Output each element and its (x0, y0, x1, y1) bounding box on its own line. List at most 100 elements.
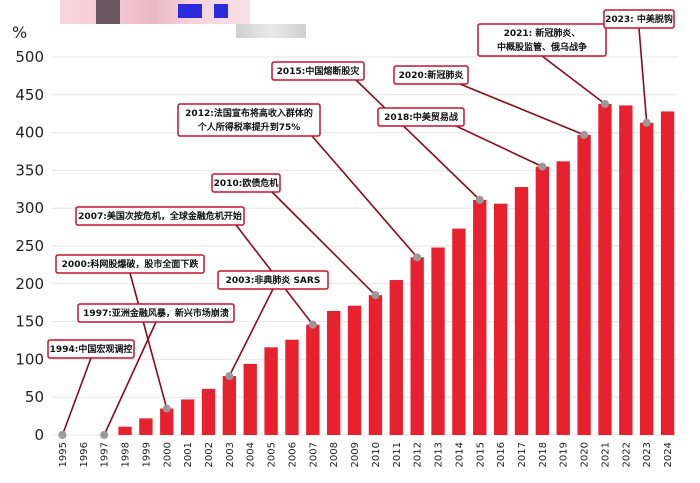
y-tick-label: 500 (15, 48, 44, 66)
annotation-leader (638, 27, 648, 123)
annotation-text: 1994:中国宏观调控 (50, 343, 133, 355)
annotation-callout: 2015:中国熔断股灾 (271, 61, 365, 81)
x-tick-label: 2022 (621, 442, 632, 467)
blurred-header-block (96, 0, 120, 24)
x-tick-label: 2020 (580, 442, 591, 467)
bar-2001 (180, 399, 195, 435)
x-tick-label: 2021 (600, 442, 611, 467)
annotation-leader (103, 321, 157, 436)
annotation-text: 1997:亚洲金融风暴，新兴市场崩溃 (83, 307, 229, 319)
annotation-marker (475, 195, 484, 204)
bar-2009 (347, 305, 362, 435)
bar-2016 (493, 203, 508, 435)
bar-2010 (368, 295, 383, 435)
bar-2021 (598, 103, 612, 435)
annotation-text: 2018:中美贸易战 (384, 111, 458, 123)
bar-2020 (577, 134, 591, 436)
y-tick-label: 200 (15, 275, 44, 293)
x-tick-label: 2011 (392, 442, 403, 467)
annotation-box (177, 103, 321, 137)
bar-2004 (243, 363, 257, 435)
annotation-marker (371, 291, 380, 300)
y-tick-label: 450 (15, 86, 44, 104)
annotation-box (47, 339, 135, 359)
annotation-text: 个人所得税率提升到75% (197, 121, 301, 133)
annotation-leader (228, 288, 274, 377)
bar-2006 (285, 339, 299, 435)
annotation-text: 2012:法国宣布将高收入群体的 (185, 107, 313, 119)
x-tick-label: 2019 (559, 442, 570, 467)
x-tick-label: 2014 (454, 442, 465, 467)
annotation-leader (61, 357, 92, 436)
annotation-text: 中概股监管、俄乌战争 (497, 41, 587, 53)
annotation-text: 2015:中国熔断股灾 (277, 65, 361, 77)
bar-2011 (389, 280, 403, 435)
bar-2023 (640, 122, 654, 435)
annotation-marker (413, 253, 422, 262)
blurred-header-block-blue (178, 4, 202, 18)
annotation-box (75, 206, 245, 226)
bar-2022 (619, 105, 633, 435)
x-tick-label: 2024 (663, 442, 674, 467)
annotation-leader (311, 135, 418, 258)
annotation-marker (162, 404, 171, 413)
bar-2015 (473, 199, 487, 435)
annotation-text: 2000:科网股爆破，股市全面下跌 (62, 258, 200, 270)
x-tick-label: 2010 (371, 442, 382, 467)
x-tick-label: 2018 (538, 442, 549, 467)
x-tick-label: 2013 (434, 442, 445, 467)
x-tick-label: 2008 (329, 442, 340, 467)
annotation-marker (225, 372, 234, 381)
annotation-callout: 2010:欧债危机 (211, 173, 281, 193)
annotation-marker (538, 162, 547, 171)
annotation-callout: 1997:亚洲金融风暴，新兴市场崩溃 (77, 303, 235, 323)
annotation-callout: 2020:新冠肺炎 (393, 65, 469, 85)
annotation-callout: 2000:科网股爆破，股市全面下跌 (55, 254, 205, 274)
annotation-box (271, 61, 365, 81)
grid-lines (52, 56, 678, 436)
annotation-callouts: 1994:中国宏观调控 1997:亚洲金融风暴，新兴市场崩溃 2000:科网股爆破，… (47, 9, 675, 359)
annotation-callout: 2021: 新冠肺炎、中概股监管、俄乌战争 (477, 23, 607, 57)
bar-2014 (452, 228, 466, 435)
x-tick-label: 2000 (162, 442, 173, 467)
x-axis-ticks: 1995 1996 1997 1998 1999 2000 2001 2002 2003 2004… (58, 442, 674, 467)
annotation-leader (355, 79, 481, 201)
annotation-box (77, 303, 235, 323)
annotation-text: 2007:美国次按危机，全球金融危机开始 (78, 210, 242, 222)
x-tick-label: 2004 (246, 442, 257, 467)
x-tick-label: 1995 (58, 442, 69, 467)
y-tick-label: 400 (15, 124, 44, 142)
blurred-header-gray (236, 24, 306, 38)
annotation-text: 2003:非典肺炎 SARS (226, 274, 321, 286)
x-tick-label: 1996 (79, 442, 90, 467)
annotation-box (217, 270, 329, 290)
x-tick-label: 2006 (287, 442, 298, 467)
annotation-marker (642, 118, 651, 127)
bar-2002 (201, 388, 216, 435)
annotation-box (603, 9, 675, 29)
annotation-leader (459, 83, 585, 136)
y-tick-label: 350 (15, 161, 44, 179)
bar-2003 (222, 376, 237, 435)
annotation-marker (600, 99, 609, 108)
annotation-leader (129, 272, 168, 409)
annotation-box (477, 23, 607, 57)
annotation-box (55, 254, 205, 274)
bar-2019 (556, 161, 570, 435)
bar-2018 (535, 166, 550, 435)
annotation-text: 2021: 新冠肺炎、 (504, 27, 581, 39)
bar-2005 (264, 347, 278, 435)
x-tick-label: 2005 (267, 442, 278, 467)
x-tick-label: 2017 (517, 442, 528, 467)
annotation-leader (455, 125, 543, 168)
bar-2000 (160, 408, 174, 435)
annotation-box (377, 107, 465, 127)
y-tick-label: 50 (25, 388, 44, 406)
bars (118, 103, 675, 436)
y-tick-label: 250 (15, 237, 44, 255)
bar-2008 (327, 311, 341, 435)
annotation-text: 2020:新冠肺炎 (399, 69, 464, 81)
annotation-callout: 2003:非典肺炎 SARS (217, 270, 329, 290)
x-tick-label: 2007 (308, 442, 319, 467)
x-tick-label: 1997 (100, 442, 111, 467)
